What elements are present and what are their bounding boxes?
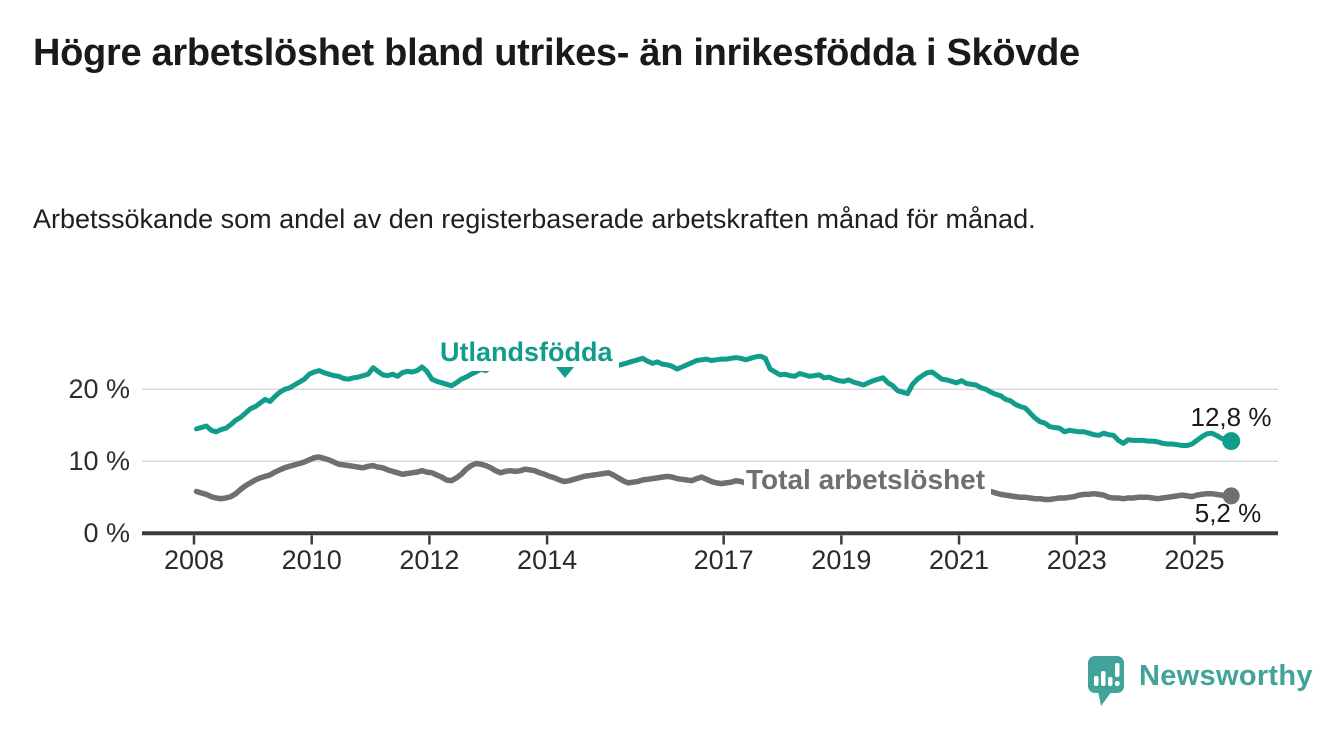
x-tick-label: 2012	[399, 545, 460, 575]
bar-3	[1108, 677, 1113, 686]
exclamation-dot	[1115, 681, 1120, 686]
total-end-dot	[1222, 487, 1240, 505]
series-label-utlandsfodda: Utlandsfödda	[438, 336, 619, 371]
bar-1	[1094, 676, 1099, 686]
y-tick-label-10: 10 %	[68, 446, 130, 476]
brand-name: Newsworthy	[1139, 660, 1313, 692]
y-tick-label-20: 20 %	[68, 374, 130, 404]
x-tick-label: 2025	[1164, 545, 1225, 575]
gridlines	[142, 388, 1278, 463]
page-subtitle: Arbetssökande som andel av den registerb…	[33, 204, 1036, 234]
x-tick-label: 2010	[281, 545, 342, 575]
x-tick-label: 2017	[693, 545, 754, 575]
x-tick-label: 2008	[163, 545, 225, 575]
x-tick-label: 2021	[929, 545, 990, 575]
utlandsfodda-line	[194, 353, 1234, 448]
exclamation-stem	[1115, 663, 1120, 677]
bar-2	[1101, 671, 1106, 686]
total-arbetsloshet-line	[193, 454, 1234, 503]
x-tick-label: 2023	[1046, 545, 1107, 575]
end-value-utlandsfodda: 12,8 %	[1190, 402, 1272, 432]
series-label-total: Total arbetslöshet	[744, 464, 992, 499]
y-tick-label-0: 0 %	[83, 518, 130, 548]
newsworthy-logo: Newsworthy	[1087, 655, 1313, 708]
x-tick-label: 2014	[517, 545, 578, 575]
utlandsfodda-end-dot	[1222, 432, 1241, 451]
x-ticks	[192, 535, 1196, 545]
arrow-down-icon	[556, 367, 574, 378]
newsworthy-logo-icon	[1088, 656, 1124, 706]
page-title: Högre arbetslöshet bland utrikes- än inr…	[33, 32, 1080, 74]
end-value-total: 5,2 %	[1194, 498, 1262, 528]
x-tick-label: 2019	[811, 545, 872, 575]
